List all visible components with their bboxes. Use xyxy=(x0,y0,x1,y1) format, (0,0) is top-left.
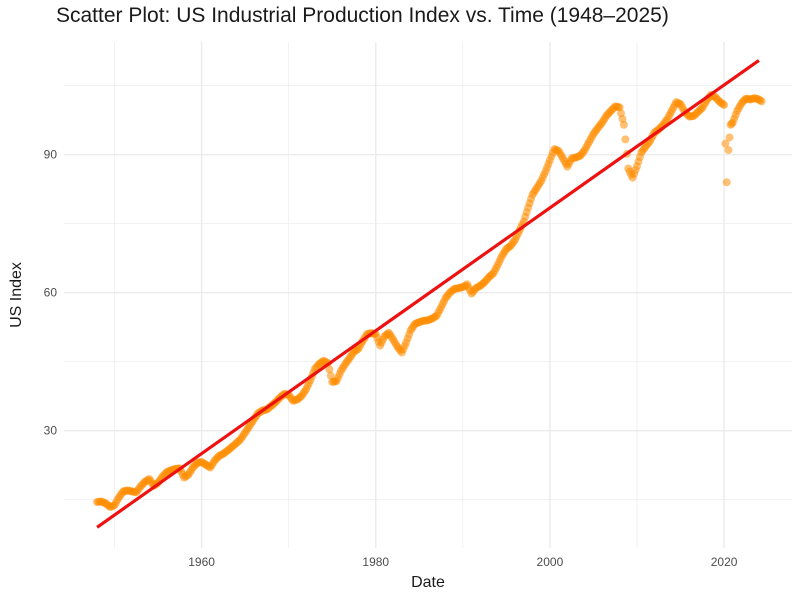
x-tick-label: 2000 xyxy=(537,555,564,569)
data-point xyxy=(619,120,628,129)
y-axis-title: US Index xyxy=(8,262,25,328)
data-point xyxy=(621,135,630,144)
minor-gridlines xyxy=(64,42,792,548)
y-tick-label: 30 xyxy=(44,424,58,438)
data-point xyxy=(325,365,334,374)
data-point xyxy=(326,371,335,380)
data-point xyxy=(722,178,731,187)
y-tick-labels: 30 60 90 xyxy=(44,148,58,438)
y-tick-label: 90 xyxy=(44,148,58,162)
major-gridlines xyxy=(64,42,792,548)
y-tick-label: 60 xyxy=(44,286,58,300)
data-point xyxy=(721,139,730,148)
x-axis-title: Date xyxy=(411,574,445,591)
data-point xyxy=(720,101,729,110)
x-tick-label: 2020 xyxy=(711,555,738,569)
data-point xyxy=(757,97,766,106)
data-points xyxy=(93,90,766,512)
data-point xyxy=(725,133,734,142)
x-tick-label: 1960 xyxy=(188,555,215,569)
data-point xyxy=(724,146,733,155)
x-tick-labels: 1960 1980 2000 2020 xyxy=(188,555,738,569)
x-tick-label: 1980 xyxy=(362,555,389,569)
trend-line xyxy=(96,59,760,529)
chart-title: Scatter Plot: US Industrial Production I… xyxy=(56,4,669,27)
trend-line-group xyxy=(96,59,760,529)
